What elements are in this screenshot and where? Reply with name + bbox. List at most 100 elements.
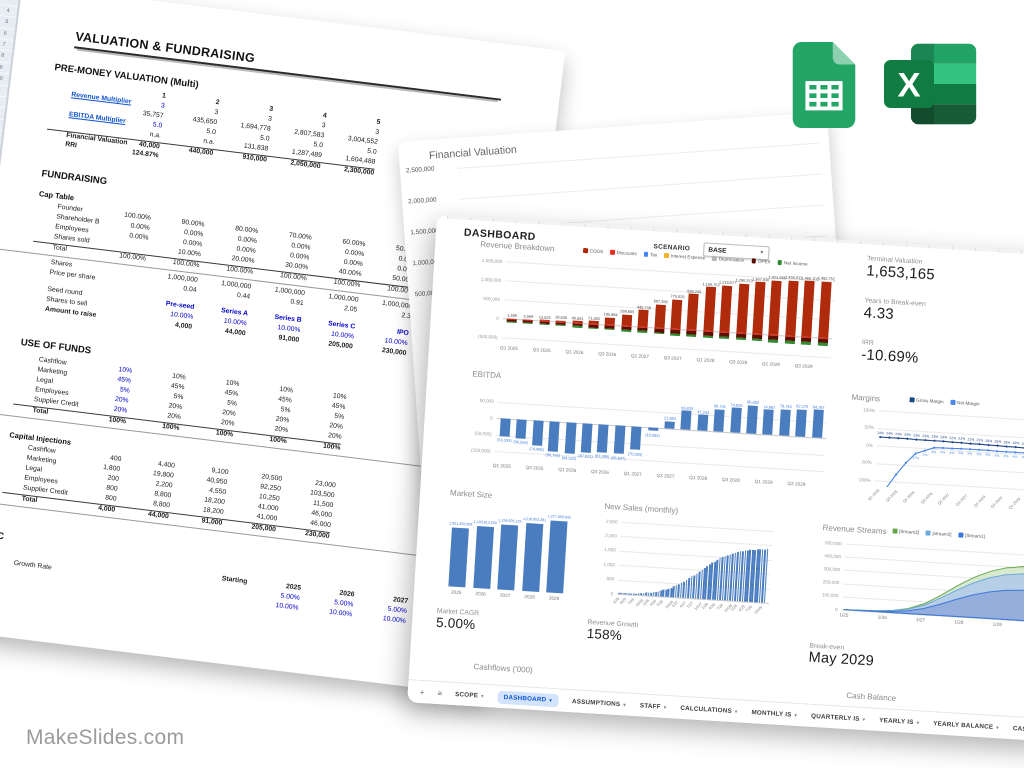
chevron-down-icon: ▼ xyxy=(759,249,765,257)
net-income-segment xyxy=(768,339,779,343)
sheet-tab-staff[interactable]: STAFF ▼ xyxy=(640,702,668,711)
x-tick-label: 1/26 xyxy=(877,614,887,621)
dashboard-sheet: DASHBOARD SCENARIO BASE ▼ Revenue Breakd… xyxy=(407,215,1024,742)
x-tick-label: 10/29 xyxy=(753,605,763,615)
cell xyxy=(158,157,212,164)
net-income-segment xyxy=(784,340,795,344)
kpi-value: -10.69% xyxy=(860,346,919,367)
net-point xyxy=(969,448,972,451)
y-tick-label: 200,000 xyxy=(822,579,840,586)
legend-item: OPEX xyxy=(751,258,771,264)
kpi-revenue-growth: Revenue Growth 158% xyxy=(586,619,638,644)
point-label: 19% xyxy=(1003,440,1010,444)
point-label: 5% xyxy=(958,451,963,455)
ebitda-bar xyxy=(515,419,528,439)
sheet-tab-scope[interactable]: SCOPE ▼ xyxy=(455,691,485,700)
point-label: 4% xyxy=(940,450,945,454)
ebitda-bar xyxy=(547,421,560,452)
x-tick-label: Q3 2025 xyxy=(884,489,899,503)
x-tick-label: Q3 2027 xyxy=(663,355,682,362)
app-icons: X xyxy=(792,42,984,133)
x-tick-label: Q1 2028 xyxy=(696,357,715,364)
x-tick-label: Q1 2026 xyxy=(558,466,577,473)
kpi-value: May 2029 xyxy=(808,649,875,670)
market-size-bar xyxy=(472,525,494,589)
x-tick-label: 1/25 xyxy=(839,612,849,618)
bar-value-label: (10,582) xyxy=(645,432,660,438)
point-label: 5% xyxy=(985,453,990,457)
cell xyxy=(266,171,320,178)
tick-label: 2,500,000 xyxy=(405,165,435,175)
net-income-segment xyxy=(522,322,533,324)
net-point xyxy=(895,473,898,476)
point-label: 22% xyxy=(949,436,956,440)
gross-point xyxy=(879,435,882,439)
point-label: -7% xyxy=(921,453,927,457)
market-size-bar xyxy=(521,522,543,592)
sheet-tab-calculations[interactable]: CALCULATIONS ▼ xyxy=(680,704,739,715)
tick-label: 2,000,000 xyxy=(407,196,437,206)
stacked-bar xyxy=(703,286,716,332)
cell xyxy=(212,164,266,171)
y-tick-label: 500 xyxy=(606,576,615,582)
net-income-segment xyxy=(637,330,648,334)
year-label: 2026 xyxy=(475,591,487,597)
new-sales-panel: New Sales (monthly) 2,500 2,000 1,500 1,000… xyxy=(585,501,799,673)
net-point xyxy=(923,449,926,452)
row-number: 12 xyxy=(0,95,7,109)
net-point xyxy=(1014,451,1017,454)
kpi-years-to-breakeven: Years to Break-even 4.33 xyxy=(863,297,926,325)
point-label: 4% xyxy=(1003,454,1008,458)
y-tick-label: 400,000 xyxy=(824,552,842,559)
x-tick-label: Q1 2029 xyxy=(1007,497,1022,511)
y-tick-label: 50,000 xyxy=(479,397,494,404)
stacked-bar xyxy=(768,280,783,336)
y-tick-label: (500,000) xyxy=(477,333,498,340)
y-tick-label: 1,000,000 xyxy=(480,276,502,283)
sheet-tab-monthly-is[interactable]: MONTHLY IS ▼ xyxy=(751,709,798,719)
sheet-tab-yearly-balance[interactable]: YEARLY BALANCE ▼ xyxy=(933,720,1000,731)
gross-point xyxy=(924,439,927,442)
year-label: 2029 xyxy=(548,595,560,602)
y-tick-label: 2,000 xyxy=(605,532,617,539)
y-tick-label: 1,500,000 xyxy=(481,257,503,264)
new-sales-chart: 2,500 2,000 1,500 1,000 500 0 1/25 4/25 7/25 10/2… xyxy=(603,516,774,615)
x-tick-label: Q1 2025 xyxy=(499,345,519,352)
kpi-value: 158% xyxy=(586,625,623,644)
financial-valuation-title: Financial Valuation xyxy=(428,143,518,162)
sheet-tab-cashflow[interactable]: CASHFLOW▼ xyxy=(1013,725,1024,735)
x-tick-label: Q3 2029 xyxy=(794,363,813,370)
net-point xyxy=(1005,450,1008,453)
net-income-segment xyxy=(604,328,615,331)
row-number: 9 xyxy=(0,61,11,75)
sheet-tab-assumptions[interactable]: ASSUMPTIONS ▼ xyxy=(572,698,627,708)
all-sheets-menu-icon[interactable]: ≡ xyxy=(437,688,443,698)
stacked-bar xyxy=(654,304,666,329)
ebitda-bar xyxy=(713,409,725,432)
stacked-bar xyxy=(735,283,749,334)
net-point xyxy=(951,447,954,450)
sheet-tab-yearly-is[interactable]: YEARLY IS ▼ xyxy=(879,716,920,725)
net-point xyxy=(941,446,945,450)
point-label: 18% xyxy=(1021,442,1024,446)
legend-swatch xyxy=(664,253,669,258)
net-point xyxy=(996,450,999,453)
sheet-tab-dashboard[interactable]: DASHBOARD ▼ xyxy=(497,690,560,707)
point-label: 5% xyxy=(976,452,981,456)
x-tick-label: 7/29 xyxy=(745,604,754,613)
legend-swatch xyxy=(909,397,915,403)
row-number: 8 xyxy=(0,49,13,64)
add-sheet-icon[interactable]: + xyxy=(419,687,425,697)
net-income-segment xyxy=(800,341,812,345)
row-number: 14 xyxy=(0,117,4,132)
ebitda-bar xyxy=(729,407,742,433)
point-label: 23% xyxy=(940,435,947,439)
point-label: 20% xyxy=(994,439,1001,443)
ebitda-bar xyxy=(597,424,609,453)
y-tick-label: (100,000) xyxy=(470,447,491,454)
watermark: MakeSlides.com xyxy=(26,726,185,749)
sheet-tab-quarterly-is[interactable]: QUARTERLY IS ▼ xyxy=(811,712,867,722)
legend-swatch xyxy=(712,256,717,261)
cashflows-title: Cashflows ('000) xyxy=(473,662,533,675)
point-label: 4% xyxy=(994,454,999,458)
